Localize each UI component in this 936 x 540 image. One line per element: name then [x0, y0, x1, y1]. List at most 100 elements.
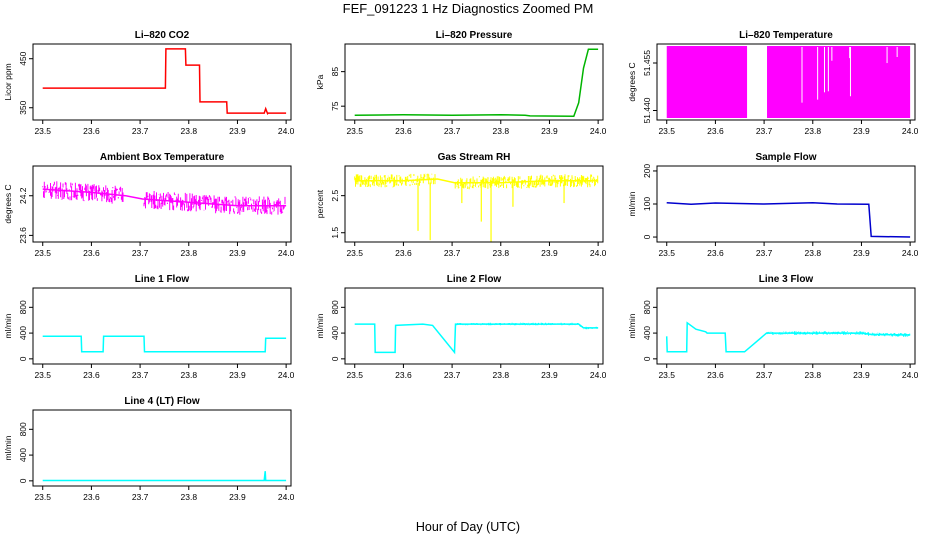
series-line [666, 201, 911, 238]
x-tick-label: 23.5 [34, 492, 51, 502]
y-tick-label: 1.5 [330, 227, 340, 239]
x-tick-label: 23.8 [493, 370, 510, 380]
panel-title: Line 3 Flow [759, 274, 814, 285]
series-line [42, 48, 287, 115]
plot-frame [32, 43, 292, 121]
x-tick-label: 24.0 [590, 126, 607, 136]
x-tick-label: 23.9 [229, 126, 246, 136]
x-tick-label: 23.6 [707, 126, 724, 136]
x-tick-label: 23.9 [853, 248, 870, 258]
panel-5: Gas Stream RH percent 23.5 23.6 23.7 23.8 23.9… [315, 152, 607, 258]
y-axis-label: ml/min [3, 435, 13, 460]
panel-8: Line 2 Flow ml/min 23.5 23.6 23.7 23.8 23.9 24.… [315, 274, 607, 380]
x-tick-label: 24.0 [278, 370, 295, 380]
plot-frame [344, 165, 604, 243]
x-tick-label: 23.6 [707, 248, 724, 258]
x-tick-label: 23.7 [756, 248, 773, 258]
x-tick-label: 23.9 [229, 492, 246, 502]
panel-title: Ambient Box Temperature [100, 152, 225, 163]
plot-frame [656, 165, 916, 243]
plot-frame [32, 287, 292, 365]
x-tick-label: 24.0 [902, 248, 919, 258]
x-tick-label: 23.8 [181, 370, 198, 380]
y-tick-label: 200 [642, 164, 652, 178]
y-axis-label: ml/min [3, 313, 13, 338]
x-tick-label: 23.5 [658, 370, 675, 380]
x-tick-label: 23.9 [541, 370, 558, 380]
x-tick-label: 23.6 [707, 370, 724, 380]
y-axis-label: kPa [315, 74, 325, 89]
x-tick-label: 23.6 [83, 126, 100, 136]
y-axis-label: ml/min [627, 313, 637, 338]
panel-title: Line 4 (LT) Flow [124, 396, 200, 407]
x-tick-label: 24.0 [590, 370, 607, 380]
x-tick-label: 23.9 [541, 248, 558, 258]
x-tick-label: 23.7 [132, 370, 149, 380]
x-tick-label: 23.5 [658, 248, 675, 258]
x-tick-label: 23.8 [181, 492, 198, 502]
x-tick-label: 23.5 [34, 370, 51, 380]
plot-frame [32, 409, 292, 487]
panel-7: Line 1 Flow ml/min 23.5 23.6 23.7 23.8 23.9 24.… [3, 274, 295, 380]
x-tick-label: 23.7 [756, 370, 773, 380]
series-line [665, 321, 911, 353]
series-line [354, 48, 599, 117]
y-tick-label: 400 [18, 326, 28, 340]
y-tick-label: 800 [18, 422, 28, 436]
x-tick-label: 23.6 [395, 370, 412, 380]
panel-2: Li–820 Pressure kPa 23.5 23.6 23.7 23.8 23.9 24… [315, 30, 607, 136]
y-tick-label: 800 [330, 300, 340, 314]
x-tick-label: 23.8 [805, 370, 822, 380]
x-tick-label: 23.8 [493, 248, 510, 258]
x-tick-label: 23.9 [853, 370, 870, 380]
y-tick-label: 23.6 [18, 227, 28, 244]
series-noise [354, 173, 599, 190]
y-tick-label: 2.5 [330, 189, 340, 201]
panel-4: Ambient Box Temperature degrees C 23.5 23.6… [3, 152, 295, 258]
panel-title: Line 1 Flow [135, 274, 190, 285]
panel-title: Li–820 CO2 [135, 30, 190, 41]
x-tick-label: 23.5 [346, 248, 363, 258]
x-tick-label: 23.7 [132, 492, 149, 502]
y-axis-label: percent [315, 189, 325, 218]
y-axis-label: degrees C [627, 62, 637, 101]
x-tick-label: 23.6 [83, 248, 100, 258]
y-tick-label: 51.440 [642, 97, 652, 123]
plot-frame [344, 287, 604, 365]
series-line [42, 335, 287, 353]
x-tick-label: 23.9 [853, 126, 870, 136]
x-tick-label: 23.7 [132, 248, 149, 258]
x-tick-label: 23.6 [395, 248, 412, 258]
y-tick-label: 100 [642, 197, 652, 211]
x-tick-label: 24.0 [278, 492, 295, 502]
series-noise [42, 181, 286, 215]
plot-frame [344, 43, 604, 121]
x-tick-label: 23.5 [34, 126, 51, 136]
x-tick-label: 23.7 [444, 126, 461, 136]
x-tick-label: 23.8 [805, 248, 822, 258]
y-tick-label: 0 [330, 356, 340, 361]
plot-frame [656, 287, 916, 365]
y-tick-label: 350 [18, 100, 28, 114]
y-axis-label: Licor ppm [3, 63, 13, 100]
x-tick-label: 24.0 [590, 248, 607, 258]
x-tick-label: 23.6 [83, 492, 100, 502]
figure-x-axis-label: Hour of Day (UTC) [416, 520, 520, 534]
y-tick-label: 24.2 [18, 187, 28, 204]
x-tick-label: 23.7 [444, 370, 461, 380]
x-tick-label: 23.5 [658, 126, 675, 136]
x-tick-label: 23.9 [541, 126, 558, 136]
x-tick-label: 23.5 [346, 126, 363, 136]
series-noise [766, 331, 911, 337]
plot-frame [32, 165, 292, 243]
panel-title: Li–820 Pressure [436, 30, 513, 41]
plot-frame [656, 43, 916, 121]
x-tick-label: 24.0 [902, 126, 919, 136]
y-tick-label: 400 [642, 326, 652, 340]
y-tick-label: 0 [18, 478, 28, 483]
y-axis-label: ml/min [627, 191, 637, 216]
x-tick-label: 24.0 [902, 370, 919, 380]
y-axis-label: degrees C [3, 184, 13, 223]
x-tick-label: 23.7 [444, 248, 461, 258]
y-tick-label: 75 [330, 101, 340, 111]
